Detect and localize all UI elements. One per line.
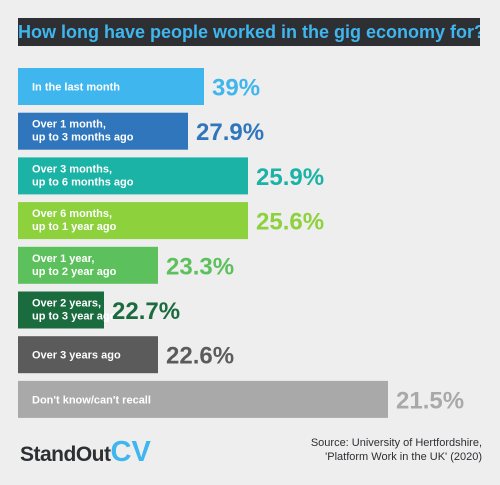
bar-2 <box>18 112 188 150</box>
bar-7 <box>18 336 158 374</box>
category-label-2: Over 1 month, up to 3 months ago <box>32 119 134 144</box>
category-label-8: Don't know/can't recall <box>32 394 151 406</box>
value-label-2: 27.9% <box>196 119 264 146</box>
source-line-1: Source: University of Hertfordshire, <box>310 437 482 449</box>
source-line-2: 'Platform Work in the UK' (2020) <box>325 451 482 463</box>
category-label-6: Over 2 years, up to 3 year ago <box>32 298 117 323</box>
category-label-5: Over 1 year, up to 2 year ago <box>32 253 117 278</box>
value-label-4: 25.6% <box>256 209 324 236</box>
bar-3 <box>18 157 248 195</box>
bar-6 <box>18 291 104 329</box>
category-label-1: In the last month <box>32 82 120 94</box>
value-label-5: 23.3% <box>166 253 234 280</box>
value-label-6: 22.7% <box>112 298 180 325</box>
logo-main-text: StandOut <box>20 443 111 466</box>
bar-8 <box>18 380 388 418</box>
value-label-3: 25.9% <box>256 164 324 191</box>
source-note: Source: University of Hertfordshire, 'Pl… <box>242 436 482 464</box>
bar-4 <box>18 202 248 240</box>
value-label-8: 21.5% <box>396 387 464 414</box>
bar-5 <box>18 246 158 284</box>
value-label-7: 22.6% <box>166 343 234 370</box>
logo-accent-text: CV <box>110 436 151 468</box>
value-label-1: 39% <box>212 75 260 102</box>
category-label-7: Over 3 years ago <box>32 350 121 362</box>
brand-logo: StandOutCV <box>20 436 151 470</box>
chart-title: How long have people worked in the gig e… <box>18 18 480 46</box>
bar-1 <box>18 68 204 105</box>
category-label-4: Over 6 months, up to 1 year ago <box>32 208 117 233</box>
category-label-3: Over 3 months, up to 6 months ago <box>32 163 134 188</box>
